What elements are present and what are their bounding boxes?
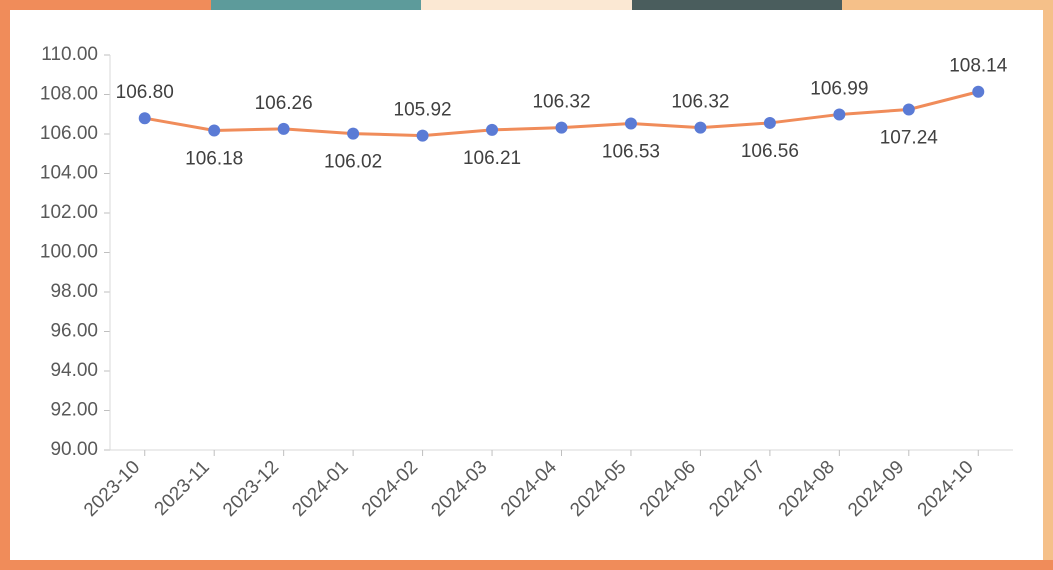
data-point <box>347 128 359 140</box>
data-label: 106.26 <box>255 93 313 114</box>
y-tick-label: 94.00 <box>50 360 98 381</box>
top-border-seg-1 <box>0 0 211 10</box>
y-tick-label: 106.00 <box>40 123 98 144</box>
x-tick-label: 2024-06 <box>636 457 700 521</box>
data-label: 106.56 <box>741 141 799 162</box>
y-tick-label: 110.00 <box>41 44 98 65</box>
data-point <box>208 124 220 136</box>
data-label: 106.02 <box>324 152 382 173</box>
line-chart-svg: 90.00 92.00 94.00 96.00 98.00 100.00 102.00 104… <box>10 10 1043 560</box>
chart-area: 90.00 92.00 94.00 96.00 98.00 100.00 102.00 104… <box>10 10 1043 560</box>
x-tick-label: 2024-08 <box>775 457 839 521</box>
data-label: 105.92 <box>394 100 452 121</box>
y-tick-label: 96.00 <box>50 321 98 342</box>
x-tick-label: 2024-05 <box>566 457 630 521</box>
right-border <box>1043 10 1053 560</box>
data-point <box>486 124 498 136</box>
x-tick-label: 2023-11 <box>151 457 214 520</box>
top-border-seg-3 <box>421 0 632 10</box>
x-tick-label: 2023-12 <box>219 457 283 521</box>
data-label: 106.32 <box>671 92 729 113</box>
y-tick-label: 98.00 <box>50 281 98 302</box>
x-tick-label: 2024-07 <box>705 457 769 521</box>
data-point <box>139 112 151 124</box>
data-point <box>417 130 429 142</box>
x-tick-label: 2024-10 <box>914 457 978 521</box>
data-label: 106.99 <box>810 78 868 99</box>
data-label: 108.14 <box>949 56 1008 77</box>
top-border <box>0 0 1053 10</box>
data-point <box>833 108 845 120</box>
x-tick-label: 2024-02 <box>358 457 422 521</box>
data-label: 106.80 <box>116 82 174 103</box>
data-label: 106.18 <box>185 148 243 169</box>
left-border <box>0 10 10 560</box>
chart-container: 90.00 92.00 94.00 96.00 98.00 100.00 102.00 104… <box>0 0 1053 570</box>
x-tick-label: 2024-04 <box>497 456 561 520</box>
data-label: 106.53 <box>602 142 660 163</box>
bottom-border <box>0 560 1053 570</box>
data-point <box>625 118 637 130</box>
data-label: 107.24 <box>880 128 939 149</box>
top-border-seg-5 <box>842 0 1053 10</box>
data-point <box>903 104 915 116</box>
data-label: 106.21 <box>463 148 521 169</box>
data-point <box>972 86 984 98</box>
data-label: 106.32 <box>532 92 590 113</box>
y-tick-label: 90.00 <box>50 439 98 460</box>
data-point <box>694 122 706 134</box>
y-tick-label: 102.00 <box>40 202 98 223</box>
x-tick-label: 2024-03 <box>427 457 491 521</box>
x-tick-label: 2024-09 <box>844 457 908 521</box>
data-point <box>278 123 290 135</box>
y-tick-label: 104.00 <box>40 163 98 184</box>
x-tick-label: 2024-01 <box>288 457 352 521</box>
y-tick-label: 92.00 <box>50 400 98 421</box>
y-tick-label: 108.00 <box>40 84 98 105</box>
top-border-seg-2 <box>211 0 422 10</box>
x-tick-label: 2023-10 <box>80 457 144 521</box>
data-point <box>556 122 568 134</box>
y-tick-label: 100.00 <box>40 242 98 263</box>
data-point <box>764 117 776 129</box>
top-border-seg-4 <box>632 0 843 10</box>
